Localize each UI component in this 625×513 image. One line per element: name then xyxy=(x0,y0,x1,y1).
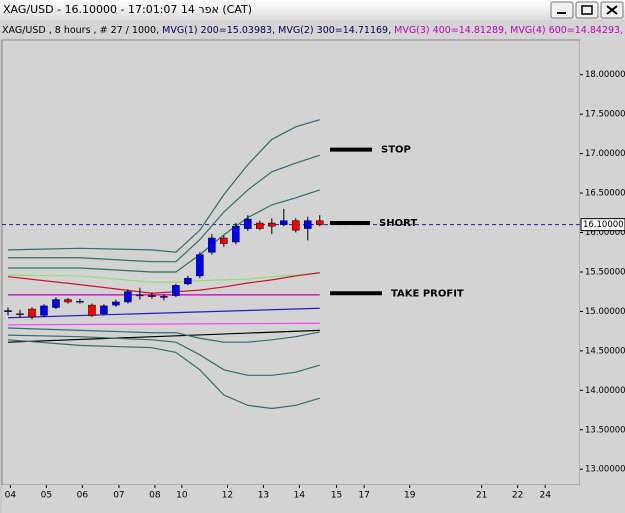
y-tick-label: 15.00000 xyxy=(585,307,625,317)
candle-body xyxy=(220,237,228,244)
candle-body xyxy=(280,220,288,225)
x-tick-label: 12 xyxy=(222,491,233,501)
info-item: MVG(3) 400=14.81289, xyxy=(394,25,510,36)
y-tick-label: 18.00000 xyxy=(585,70,625,80)
indicator-line xyxy=(7,322,320,326)
candle-body xyxy=(268,222,276,227)
candle-body xyxy=(76,300,84,303)
x-tick-label: 17 xyxy=(358,491,369,501)
y-tick-label: 13.50000 xyxy=(585,425,625,435)
x-tick-label: 04 xyxy=(5,491,17,501)
indicator-line xyxy=(7,329,320,343)
candle-body xyxy=(232,225,240,243)
candle-body xyxy=(244,218,252,229)
info-bar xyxy=(0,20,625,40)
y-tick-label: 17.50000 xyxy=(585,110,625,120)
candle-body xyxy=(88,304,96,316)
candle-body xyxy=(184,278,192,285)
candle-body xyxy=(16,313,24,316)
window-title: XAG/USD - 16.10000 - 17:01:07 14 אפר (CA… xyxy=(3,3,252,16)
candle-body xyxy=(100,305,108,315)
candle-body xyxy=(124,291,132,303)
candle-body xyxy=(256,222,264,229)
info-item: MVG(4) 600=14.84293, xyxy=(510,25,625,36)
last-price-box xyxy=(580,218,625,232)
y-tick-label: 16.00000 xyxy=(585,228,625,238)
y-tick-label: 14.00000 xyxy=(585,386,625,396)
title-bar xyxy=(0,0,625,20)
candle-body xyxy=(304,220,312,229)
candle-body xyxy=(316,220,324,225)
annotation-label: STOP xyxy=(381,145,411,156)
x-tick-label: 13 xyxy=(258,491,269,501)
indicator-info: XAG/USD , 8 hours , # 27 / 1000, MVG(1) … xyxy=(2,25,625,36)
indicator-line xyxy=(7,272,320,283)
candle-body xyxy=(112,301,120,306)
indicator-line xyxy=(7,154,320,263)
candle-body xyxy=(196,254,204,277)
last-price-label: 16.10000 xyxy=(583,220,624,230)
candle-body xyxy=(292,220,300,231)
y-tick-label: 17.00000 xyxy=(585,149,625,159)
window-buttons[interactable] xyxy=(550,1,624,19)
restore-button[interactable] xyxy=(575,1,599,19)
candle-body xyxy=(160,296,168,298)
indicator-line xyxy=(7,339,320,410)
x-tick-label: 05 xyxy=(41,491,52,501)
x-tick-label: 10 xyxy=(176,491,188,501)
indicator-line xyxy=(7,327,320,343)
candle-body xyxy=(136,294,144,297)
indicator-line xyxy=(7,334,320,376)
indicator-line xyxy=(7,272,320,294)
x-tick-label: 06 xyxy=(77,491,89,501)
info-item: MVG(2) 300=14.71169, xyxy=(278,25,394,36)
x-tick-label: 19 xyxy=(404,491,416,501)
candle-body xyxy=(52,299,60,308)
candle-body xyxy=(4,310,12,312)
y-tick-label: 14.50000 xyxy=(585,346,625,356)
info-item: MVG(1) 200=15.03983, xyxy=(162,25,278,36)
indicator-line xyxy=(7,307,320,319)
annotation-label: TAKE PROFIT xyxy=(391,288,464,299)
annotation-label: SHORT xyxy=(379,218,417,229)
candle-body xyxy=(172,285,180,296)
y-tick-label: 16.50000 xyxy=(585,189,625,199)
x-tick-label: 22 xyxy=(512,491,523,501)
plot-area xyxy=(1,39,581,486)
minimize-button[interactable] xyxy=(550,1,574,19)
candle-body xyxy=(148,295,156,297)
info-item: XAG/USD , 8 hours , # 27 / 1000, xyxy=(2,25,162,36)
y-tick-label: 13.00000 xyxy=(585,465,625,475)
x-tick-label: 14 xyxy=(294,491,306,501)
x-tick-label: 15 xyxy=(331,491,342,501)
x-tick-label: 24 xyxy=(539,491,551,501)
price-axis xyxy=(580,40,625,485)
candle-body xyxy=(28,308,36,318)
indicator-line xyxy=(7,119,320,253)
x-tick-label: 07 xyxy=(113,491,124,501)
time-axis xyxy=(2,485,625,513)
x-tick-label: 08 xyxy=(149,491,161,501)
x-tick-label: 21 xyxy=(476,491,487,501)
y-tick-label: 15.50000 xyxy=(585,267,625,277)
candle-body xyxy=(64,299,72,303)
candle-body xyxy=(208,237,216,253)
candle-body xyxy=(40,305,48,316)
